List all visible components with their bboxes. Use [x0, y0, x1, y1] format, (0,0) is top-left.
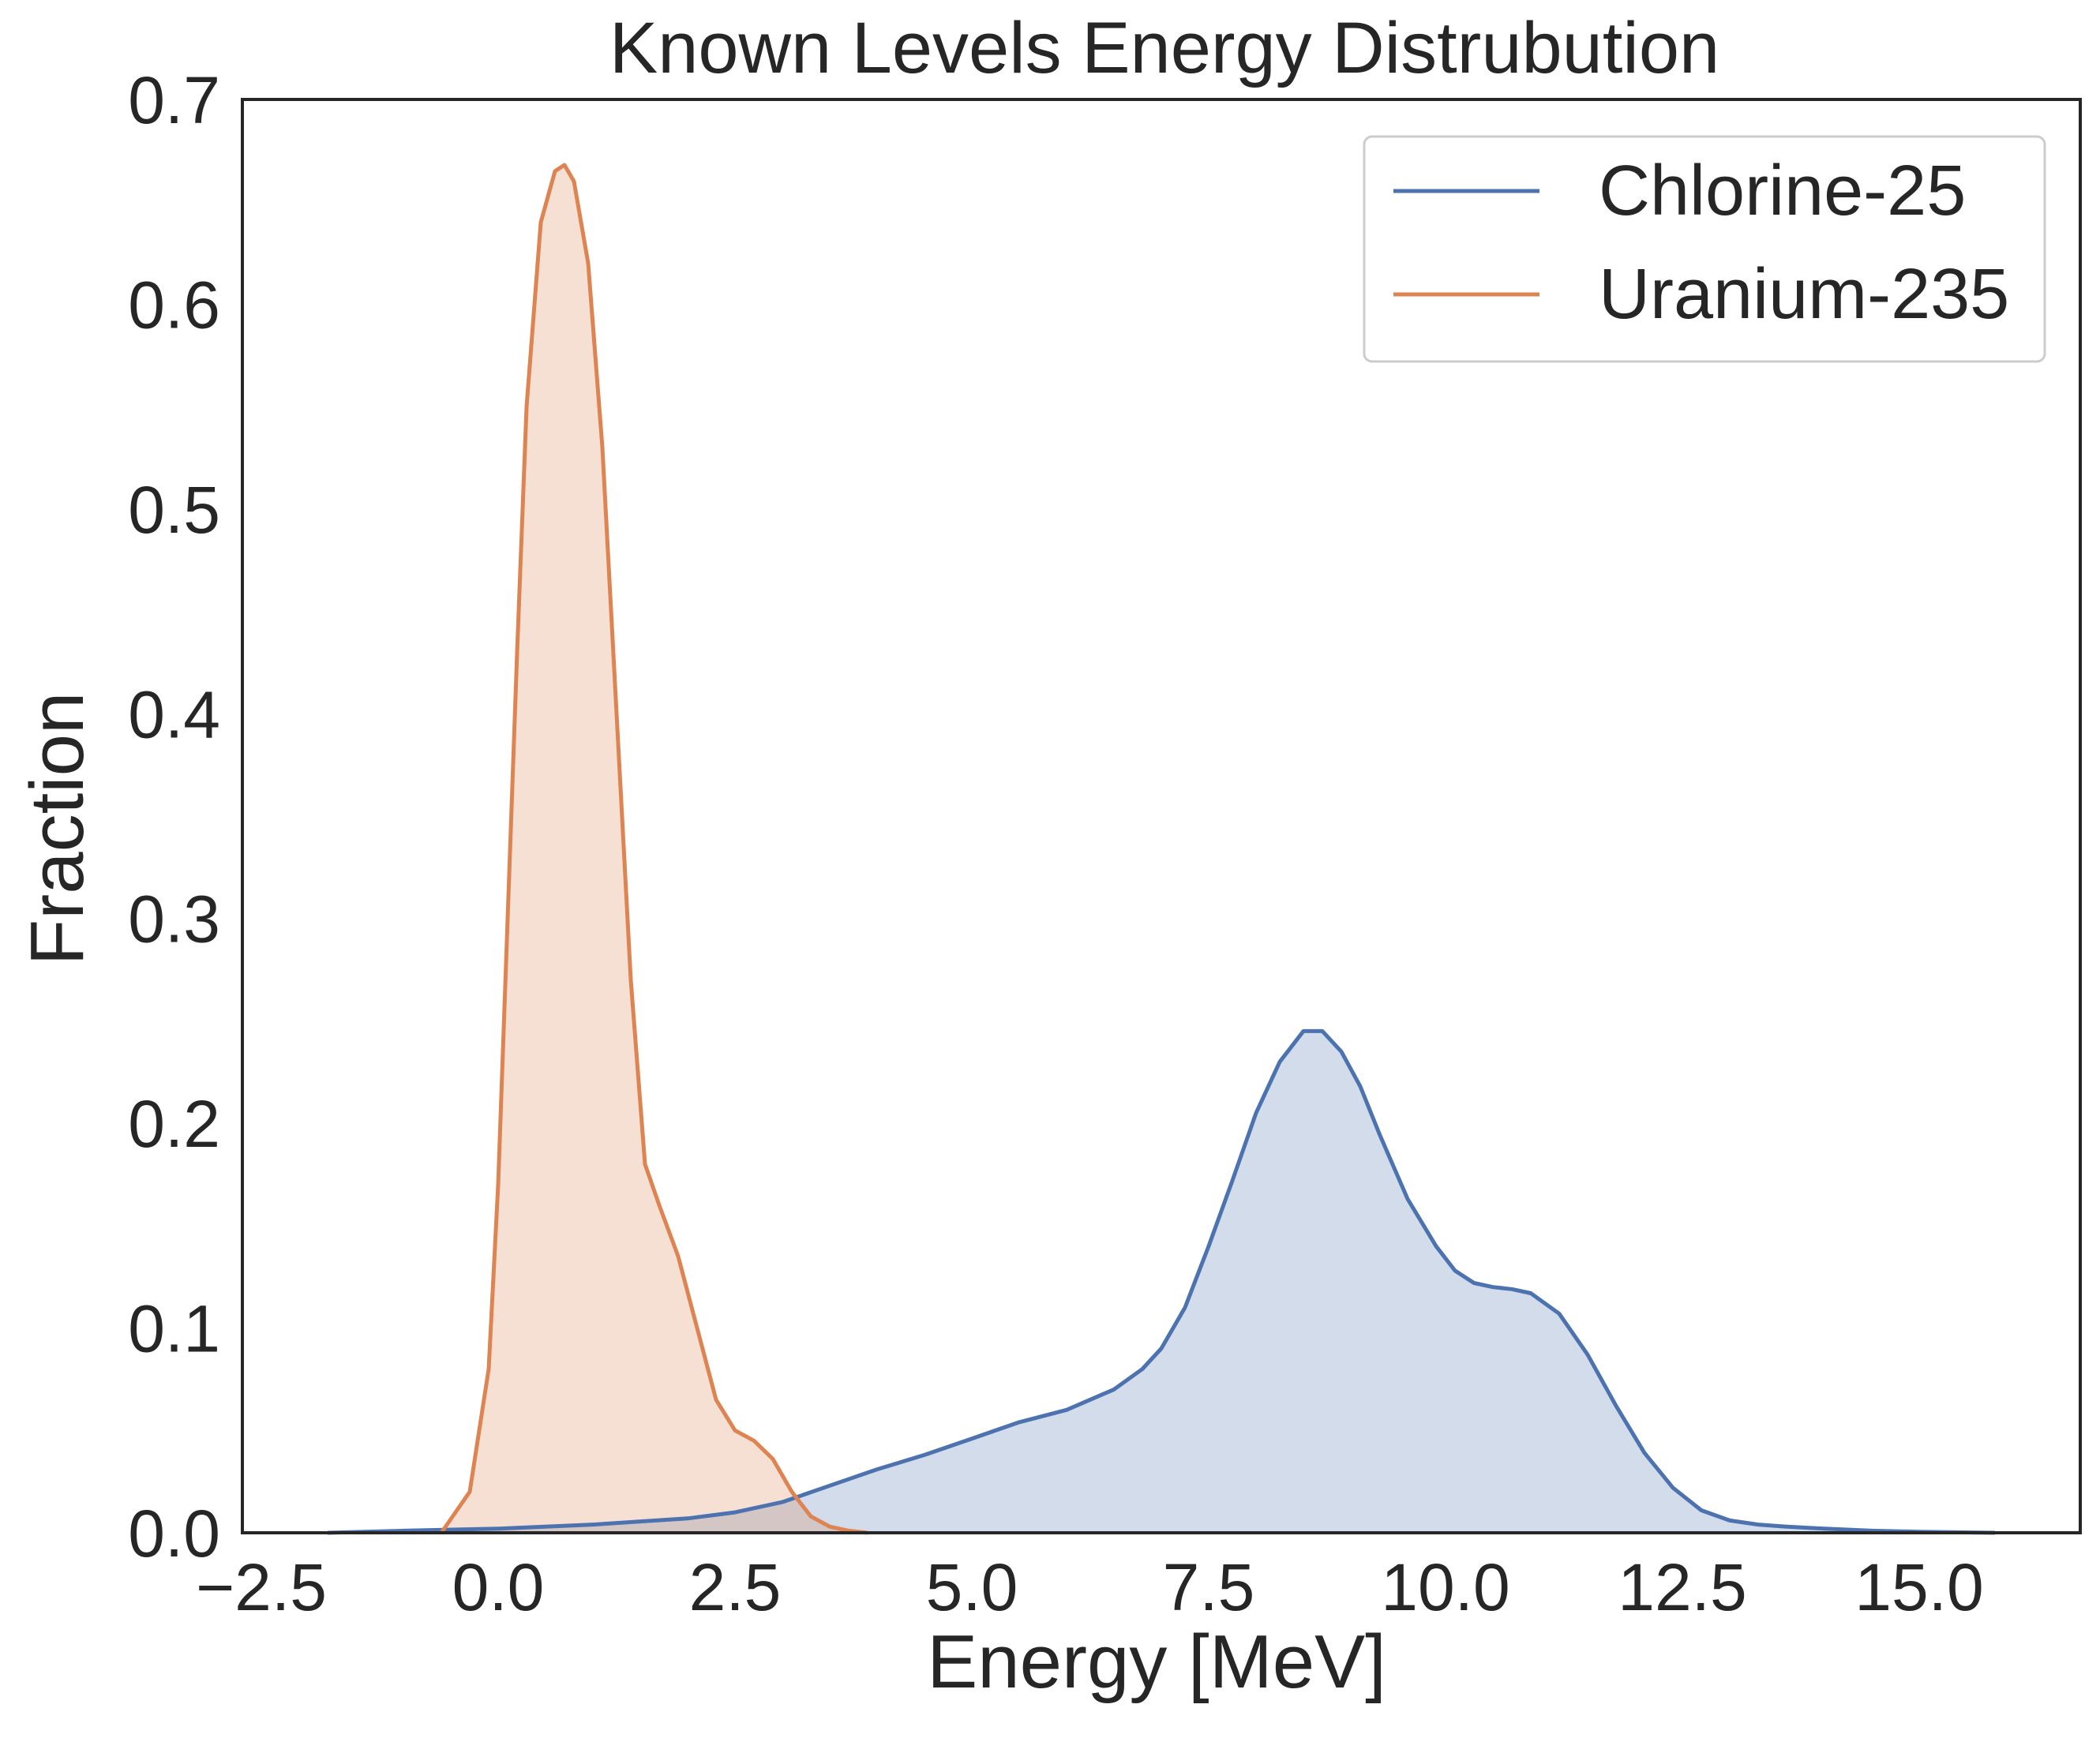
x-tick-label: 15.0	[1854, 1550, 1984, 1624]
area-uranium-235	[441, 165, 868, 1533]
y-tick-label: 0.7	[128, 63, 220, 137]
y-tick-label: 0.2	[128, 1087, 220, 1161]
y-tick-label: 0.4	[128, 677, 220, 751]
chart-title: Known Levels Energy Distrubution	[609, 8, 1719, 88]
x-tick-label: 7.5	[1163, 1550, 1255, 1624]
y-tick-label: 0.5	[128, 473, 220, 547]
y-axis-label: Fraction	[15, 692, 99, 966]
y-tick-label: 0.1	[128, 1292, 220, 1366]
line-chlorine-25	[327, 1028, 1996, 1535]
x-tick-label: 2.5	[689, 1550, 782, 1624]
y-tick-label: 0.6	[128, 268, 220, 342]
x-tick-label: −2.5	[196, 1550, 327, 1624]
x-tick-label: 10.0	[1381, 1550, 1510, 1624]
y-tick-label: 0.0	[128, 1496, 220, 1571]
series-lines	[327, 163, 1996, 1535]
legend-label-chlorine-25: Chlorine-25	[1599, 152, 1966, 230]
series-areas	[328, 165, 1995, 1533]
legend[interactable]: Chlorine-25 Uranium-235	[1363, 135, 2046, 363]
x-tick-label: 5.0	[926, 1550, 1018, 1624]
x-tick-label: 12.5	[1618, 1550, 1747, 1624]
x-axis-ticks: −2.5 0.0 2.5 5.0 7.5 10.0 12.5 15.0	[196, 1550, 1984, 1624]
y-axis-ticks: 0.0 0.1 0.2 0.3 0.4 0.5 0.6 0.7	[128, 63, 220, 1571]
x-axis-label: Energy [MeV]	[927, 1620, 1386, 1704]
area-chlorine-25	[328, 1031, 1995, 1533]
line-uranium-235	[439, 163, 868, 1535]
x-tick-label: 0.0	[452, 1550, 545, 1624]
legend-label-uranium-235: Uranium-235	[1599, 255, 2009, 334]
plot-frame	[241, 98, 2082, 1534]
y-tick-label: 0.3	[128, 882, 220, 957]
